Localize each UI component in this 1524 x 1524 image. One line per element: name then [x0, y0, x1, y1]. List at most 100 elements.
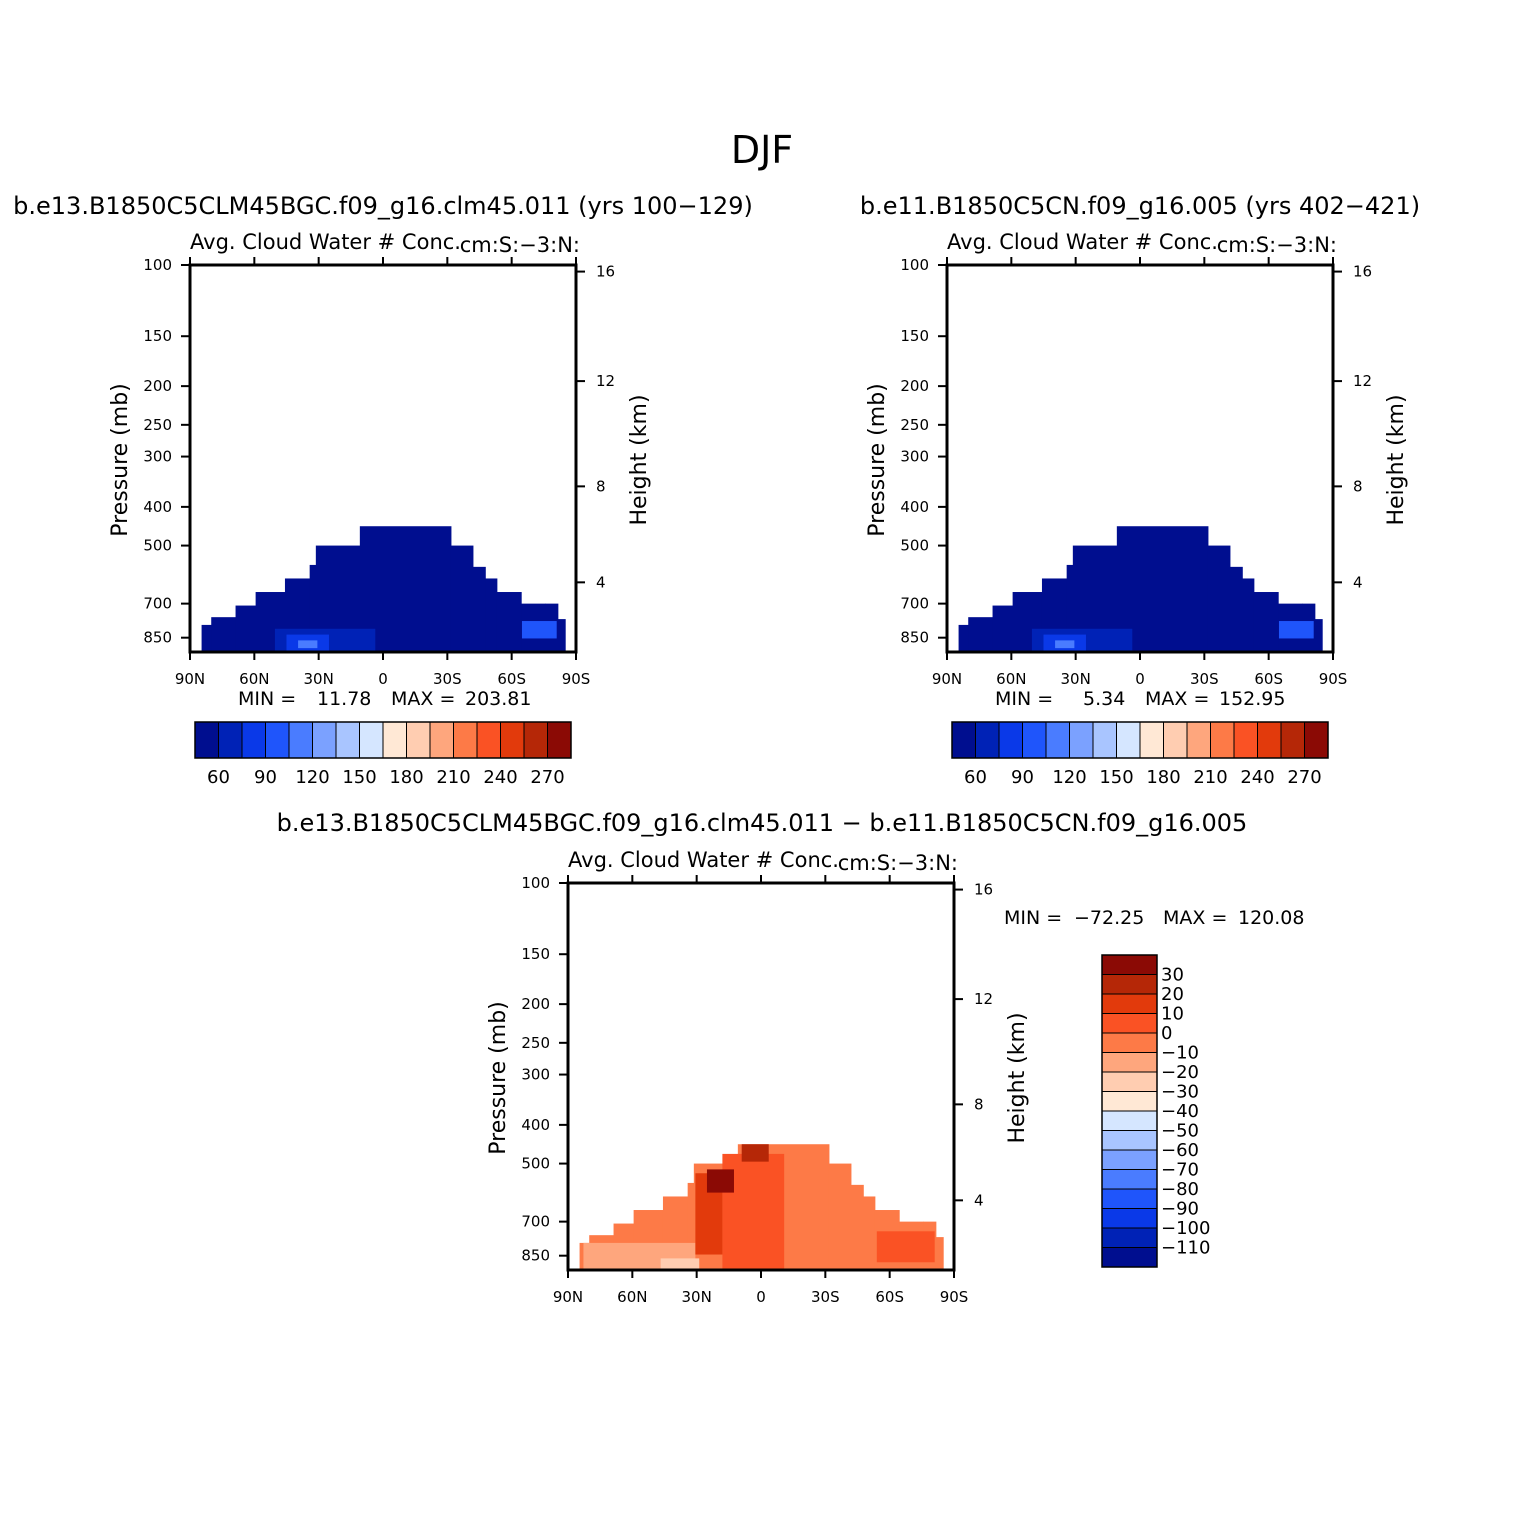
panel-3-y2label: Height (km)	[1005, 1012, 1030, 1143]
field-cell-0	[201, 624, 212, 652]
x-tick-label: 30N	[682, 1288, 712, 1306]
field-cell-5	[309, 564, 317, 652]
y2-tick-label: 16	[974, 881, 993, 899]
colorbar-label: −90	[1161, 1199, 1199, 1220]
y-tick-label: 700	[143, 595, 172, 613]
colorbar-box-6	[1092, 721, 1117, 759]
y2-tick-label: 12	[596, 372, 615, 390]
field-blob	[298, 640, 318, 649]
colorbar-label: 270	[530, 767, 564, 788]
colorbar-box-3	[265, 721, 290, 759]
colorbar-box-1	[975, 721, 1000, 759]
panel-1-y2label: Height (km)	[627, 394, 652, 525]
x-tick-label: 30S	[811, 1288, 840, 1306]
field-cell-11	[496, 592, 522, 652]
y-tick-label: 300	[900, 448, 929, 466]
colorbar-box-12	[1233, 721, 1258, 759]
field-cell-8	[828, 1163, 852, 1270]
panel-3-min-label: MIN =	[1004, 907, 1062, 929]
colorbar-box-8	[1101, 1091, 1158, 1112]
colorbar-label: 150	[1099, 767, 1133, 788]
field-cell-14	[557, 619, 566, 652]
panel-2-title: b.e11.B1850C5CN.f09_g16.005 (yrs 402−421…	[860, 192, 1420, 220]
panel-2-plot: 90N 60N 30N 0 30S 60S 90S 100 150 200 250 300 400 500…	[900, 256, 1372, 688]
field-fill	[579, 1144, 944, 1270]
colorbar-label: 270	[1287, 767, 1321, 788]
x-tick-label: 30N	[304, 670, 334, 688]
colorbar-box-15	[1101, 954, 1158, 975]
panel-1-min-label: MIN =	[238, 688, 296, 710]
y-tick-label: 200	[900, 377, 929, 395]
colorbar-label: 0	[1161, 1023, 1172, 1044]
y-tick-label: 400	[143, 498, 172, 516]
colorbar-box-10	[1101, 1052, 1158, 1073]
colorbar-outline	[951, 721, 1329, 759]
y-tick-label: 850	[521, 1247, 550, 1265]
y-tick-label: 200	[521, 995, 550, 1013]
field-cell-11	[1253, 592, 1279, 652]
colorbar-label: −110	[1161, 1238, 1210, 1259]
field-fill	[201, 526, 566, 652]
field-cell-10	[1242, 578, 1255, 652]
colorbar-box-11	[453, 721, 478, 759]
y-tick-label: 850	[900, 629, 929, 647]
x-tick-label: 30S	[433, 670, 462, 688]
colorbar-box-4	[288, 721, 313, 759]
y2-tick-label: 8	[596, 477, 606, 495]
panel-3-min-value: −72.25	[1074, 907, 1144, 929]
field-blob	[1055, 640, 1075, 649]
colorbar-box-10	[1186, 721, 1211, 759]
y2-tick-label: 12	[1353, 372, 1372, 390]
colorbar-box-7	[1101, 1110, 1158, 1131]
colorbar-box-8	[1139, 721, 1164, 759]
y-tick-label: 150	[143, 327, 172, 345]
field-cell-14	[1314, 619, 1323, 652]
colorbar-box-0	[1101, 1247, 1158, 1268]
y-tick-label: 250	[143, 416, 172, 434]
colorbar-box-2	[1101, 1208, 1158, 1229]
y-tick-label: 300	[143, 448, 172, 466]
y-tick-label: 100	[900, 256, 929, 274]
panel-3-colorbar: 3020100−10−20−30−40−50−60−70−80−90−100−1…	[1101, 954, 1210, 1268]
x-tick-label: 90N	[175, 670, 205, 688]
colorbar-box-3	[1101, 1188, 1158, 1209]
colorbar-box-9	[1101, 1071, 1158, 1092]
panel-3-ylabel: Pressure (mb)	[486, 1001, 511, 1155]
colorbar-box-5	[1101, 1149, 1158, 1170]
colorbar-box-6	[1101, 1130, 1158, 1151]
colorbar-box-0	[951, 721, 976, 759]
x-tick-label: 60N	[617, 1288, 647, 1306]
y-tick-label: 400	[521, 1116, 550, 1134]
colorbar-box-3	[1022, 721, 1047, 759]
panel-1-title: b.e13.B1850C5CLM45BGC.f09_g16.clm45.011 …	[13, 192, 753, 220]
colorbar-label: 120	[295, 767, 329, 788]
panel-2-min-value: 5.34	[1083, 688, 1125, 710]
x-tick-label: 0	[378, 670, 388, 688]
y-tick-label: 100	[521, 874, 550, 892]
y-tick-label: 150	[521, 945, 550, 963]
panel-2-right-string: cm:S:−3:N:	[1217, 233, 1337, 257]
panel-2-stats: MIN = 5.34 MAX = 152.95	[995, 688, 1285, 710]
y2-tick-label: 8	[974, 1095, 984, 1113]
colorbar-label: 210	[436, 767, 470, 788]
field-cell-14	[935, 1237, 944, 1270]
x-tick-label: 30S	[1190, 670, 1219, 688]
panel-3-left-string: Avg. Cloud Water # Conc.	[568, 848, 839, 872]
panel-1-max-label: MAX =	[391, 688, 455, 710]
y2-tick-label: 4	[974, 1191, 984, 1209]
x-tick-label: 90S	[940, 1288, 969, 1306]
y-tick-label: 300	[521, 1066, 550, 1084]
panel-1-max-value: 203.81	[465, 688, 531, 710]
panel-1: b.e13.B1850C5CLM45BGC.f09_g16.clm45.011 …	[13, 192, 753, 788]
colorbar-label: 60	[964, 767, 987, 788]
colorbar-label: 150	[342, 767, 376, 788]
colorbar-box-14	[1280, 721, 1305, 759]
colorbar-label: −10	[1161, 1043, 1199, 1064]
y2-tick-label: 8	[1353, 477, 1363, 495]
y2-tick-label: 16	[596, 263, 615, 281]
colorbar-label: −80	[1161, 1179, 1199, 1200]
y2-tick-label: 4	[1353, 573, 1363, 591]
y-tick-label: 200	[143, 377, 172, 395]
panel-3-title: b.e13.B1850C5CLM45BGC.f09_g16.clm45.011 …	[277, 809, 1248, 837]
